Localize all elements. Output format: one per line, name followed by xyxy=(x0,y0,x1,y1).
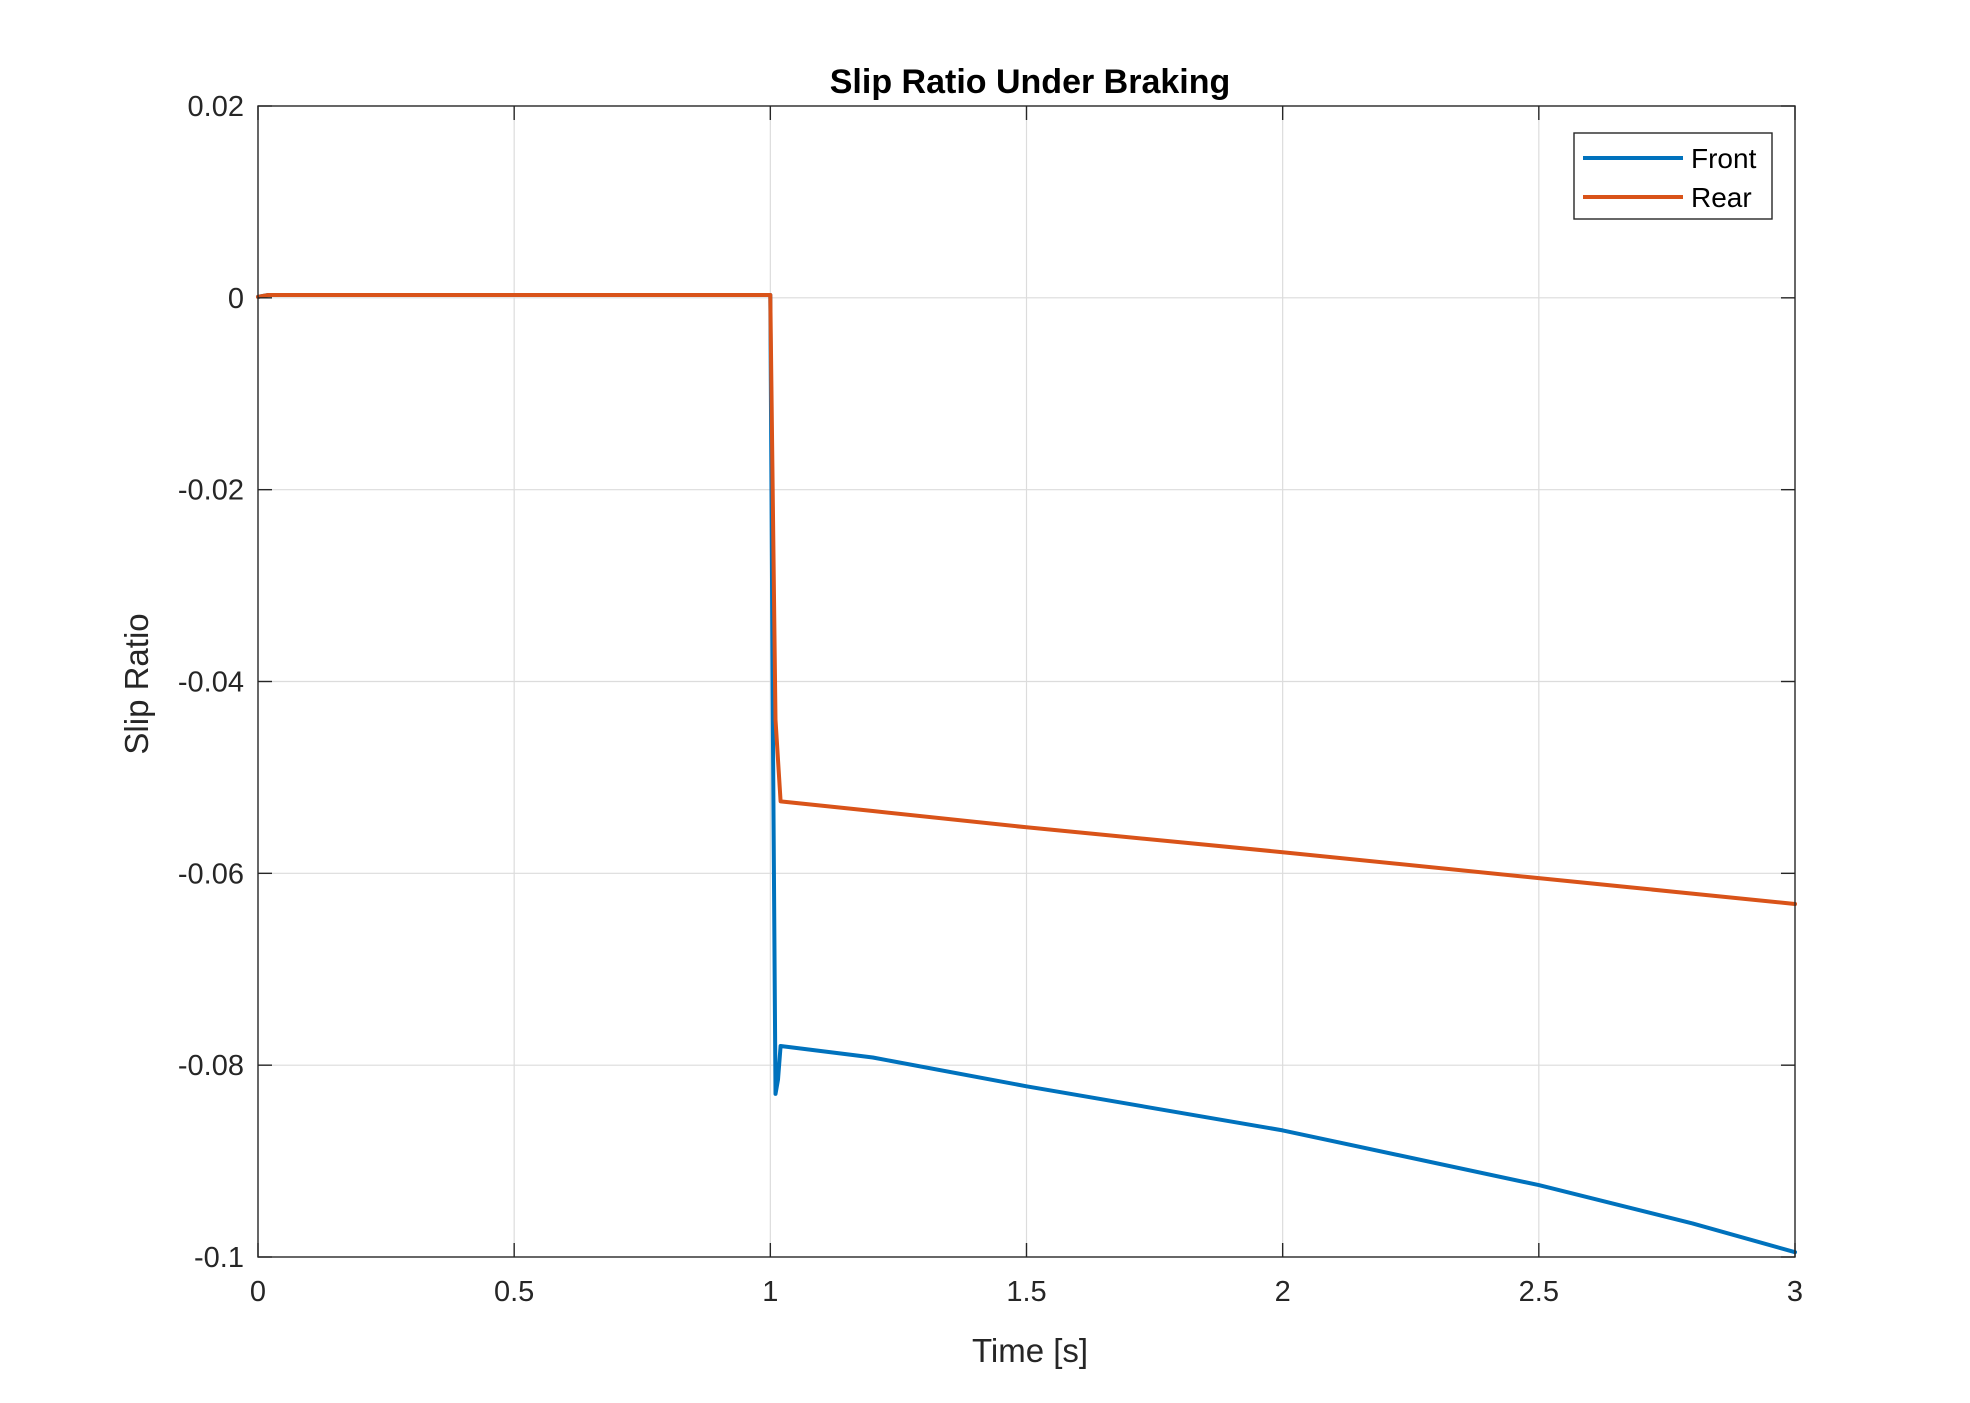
x-tick-label: 0.5 xyxy=(494,1276,534,1308)
x-tick-labels: 0 0.5 1 1.5 2 2.5 3 xyxy=(250,1276,1803,1308)
y-tick-label: 0 xyxy=(228,283,244,315)
x-tick-label: 1 xyxy=(762,1276,778,1308)
x-tick-label: 1.5 xyxy=(1006,1276,1046,1308)
x-tick-label: 0 xyxy=(250,1276,266,1308)
series-layer xyxy=(256,293,1797,1255)
legend: Front Rear xyxy=(1573,132,1773,220)
y-tick-label: 0.02 xyxy=(188,91,244,123)
y-tick-label: -0.1 xyxy=(194,1242,244,1274)
series-line-rear xyxy=(256,293,1797,906)
grid-lines xyxy=(258,106,1795,1257)
y-tick-label: -0.06 xyxy=(178,858,244,890)
legend-label-front: Front xyxy=(1691,143,1757,174)
y-tick-label: -0.04 xyxy=(178,667,244,699)
chart-title: Slip Ratio Under Braking xyxy=(830,63,1231,101)
x-tick-label: 2 xyxy=(1275,1276,1291,1308)
y-tick-label: -0.08 xyxy=(178,1050,244,1082)
x-axis-label: Time [s] xyxy=(972,1332,1088,1369)
legend-label-rear: Rear xyxy=(1691,182,1752,213)
legend-box xyxy=(1573,132,1773,220)
y-tick-labels: 0.02 0 -0.02 -0.04 -0.06 -0.08 -0.1 xyxy=(178,91,244,1274)
tick-marks xyxy=(257,105,1796,1258)
x-tick-label: 2.5 xyxy=(1519,1276,1559,1308)
x-tick-label: 3 xyxy=(1787,1276,1803,1308)
y-axis-label: Slip Ratio xyxy=(118,613,155,754)
y-tick-label: -0.02 xyxy=(178,475,244,507)
